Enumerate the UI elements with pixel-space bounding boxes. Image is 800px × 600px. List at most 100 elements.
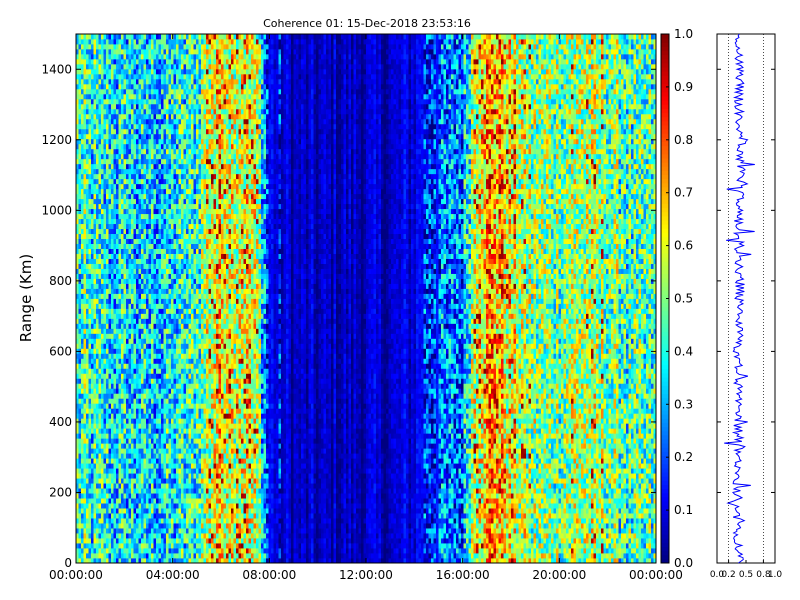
heatmap-cell — [133, 388, 137, 394]
heatmap-cell — [128, 243, 132, 249]
heatmap-cell — [126, 523, 129, 529]
heatmap-cell — [138, 243, 142, 249]
heatmap-cell — [126, 393, 129, 399]
heatmap-cell — [111, 138, 114, 145]
heatmap-cell — [176, 168, 179, 175]
heatmap-cell — [101, 78, 104, 85]
heatmap-cell — [138, 363, 142, 369]
heatmap-cell — [188, 118, 192, 125]
heatmap-cell — [86, 123, 89, 130]
heatmap-cell — [138, 48, 142, 55]
heatmap-cell — [76, 73, 79, 80]
heatmap-cell — [108, 413, 112, 419]
heatmap-cell — [176, 143, 179, 150]
heatmap-cell — [161, 143, 164, 150]
heatmap-cell — [81, 518, 84, 524]
heatmap-cell — [183, 493, 187, 499]
heatmap-cell — [186, 408, 189, 414]
heatmap-cell — [156, 383, 159, 389]
heatmap-cell — [153, 273, 157, 279]
heatmap-cell — [81, 418, 84, 424]
heatmap-cell — [81, 493, 84, 499]
heatmap-cell — [78, 143, 82, 150]
heatmap-cell — [76, 558, 79, 564]
heatmap-cell — [191, 98, 194, 105]
heatmap-cell — [156, 378, 159, 384]
heatmap-cell — [156, 523, 159, 529]
heatmap-cell — [183, 503, 187, 509]
heatmap-cell — [83, 38, 87, 45]
heatmap-cell — [108, 543, 112, 549]
heatmap-cell — [111, 303, 114, 309]
heatmap-cell — [183, 343, 187, 349]
heatmap-cell — [138, 533, 142, 539]
heatmap-cell — [168, 438, 172, 444]
heatmap-cell — [81, 78, 84, 85]
heatmap-cell — [93, 268, 97, 274]
heatmap-cell — [101, 508, 104, 514]
heatmap-cell — [163, 148, 167, 155]
heatmap-cell — [106, 318, 109, 324]
heatmap-cell — [111, 298, 114, 304]
heatmap-cell — [88, 128, 92, 135]
heatmap-cell — [186, 34, 189, 40]
heatmap-cell — [118, 518, 122, 524]
heatmap-cell — [103, 93, 107, 100]
heatmap-cell — [181, 183, 184, 190]
heatmap-cell — [96, 518, 99, 524]
heatmap-cell — [168, 143, 172, 150]
heatmap-cell — [188, 198, 192, 205]
heatmap-cell — [146, 158, 149, 165]
heatmap-cell — [106, 348, 109, 354]
heatmap-cell — [81, 508, 84, 514]
heatmap-cell — [116, 103, 119, 110]
heatmap-cell — [178, 238, 182, 244]
heatmap-cell — [133, 518, 137, 524]
heatmap-cell — [188, 233, 192, 240]
heatmap-cell — [168, 378, 172, 384]
heatmap-cell — [166, 223, 169, 230]
heatmap-cell — [101, 173, 104, 180]
heatmap-cell — [161, 63, 164, 70]
heatmap-cell — [148, 303, 152, 309]
heatmap-cell — [131, 423, 134, 429]
heatmap-cell — [123, 493, 127, 499]
heatmap-cell — [156, 543, 159, 549]
heatmap-cell — [153, 528, 157, 534]
heatmap-cell — [138, 198, 142, 205]
heatmap-cell — [121, 133, 124, 140]
heatmap-cell — [151, 523, 154, 529]
heatmap-cell — [108, 363, 112, 369]
heatmap-cell — [126, 348, 129, 354]
heatmap-cell — [83, 48, 87, 55]
heatmap-cell — [121, 108, 124, 115]
heatmap-cell — [136, 258, 139, 264]
heatmap-cell — [176, 208, 179, 215]
heatmap-cell — [151, 148, 154, 155]
heatmap-cell — [153, 293, 157, 299]
heatmap-cell — [113, 408, 117, 414]
heatmap-cell — [171, 293, 174, 299]
heatmap-cell — [168, 428, 172, 434]
heatmap-cell — [141, 428, 144, 434]
heatmap-cell — [78, 393, 82, 399]
heatmap-cell — [158, 158, 162, 165]
heatmap-cell — [178, 228, 182, 235]
heatmap-cell — [148, 558, 152, 564]
heatmap-cell — [81, 313, 84, 319]
heatmap-cell — [148, 423, 152, 429]
heatmap-cell — [121, 123, 124, 130]
heatmap-cell — [111, 483, 114, 489]
heatmap-cell — [186, 418, 189, 424]
heatmap-cell — [166, 328, 169, 334]
heatmap-cell — [108, 88, 112, 95]
heatmap-cell — [96, 433, 99, 439]
heatmap-cell — [181, 268, 184, 274]
heatmap-cell — [188, 303, 192, 309]
heatmap-cell — [148, 458, 152, 464]
heatmap-cell — [116, 153, 119, 160]
heatmap-cell — [146, 508, 149, 514]
heatmap-cell — [133, 558, 137, 564]
heatmap-cell — [148, 263, 152, 269]
heatmap-cell — [183, 138, 187, 145]
